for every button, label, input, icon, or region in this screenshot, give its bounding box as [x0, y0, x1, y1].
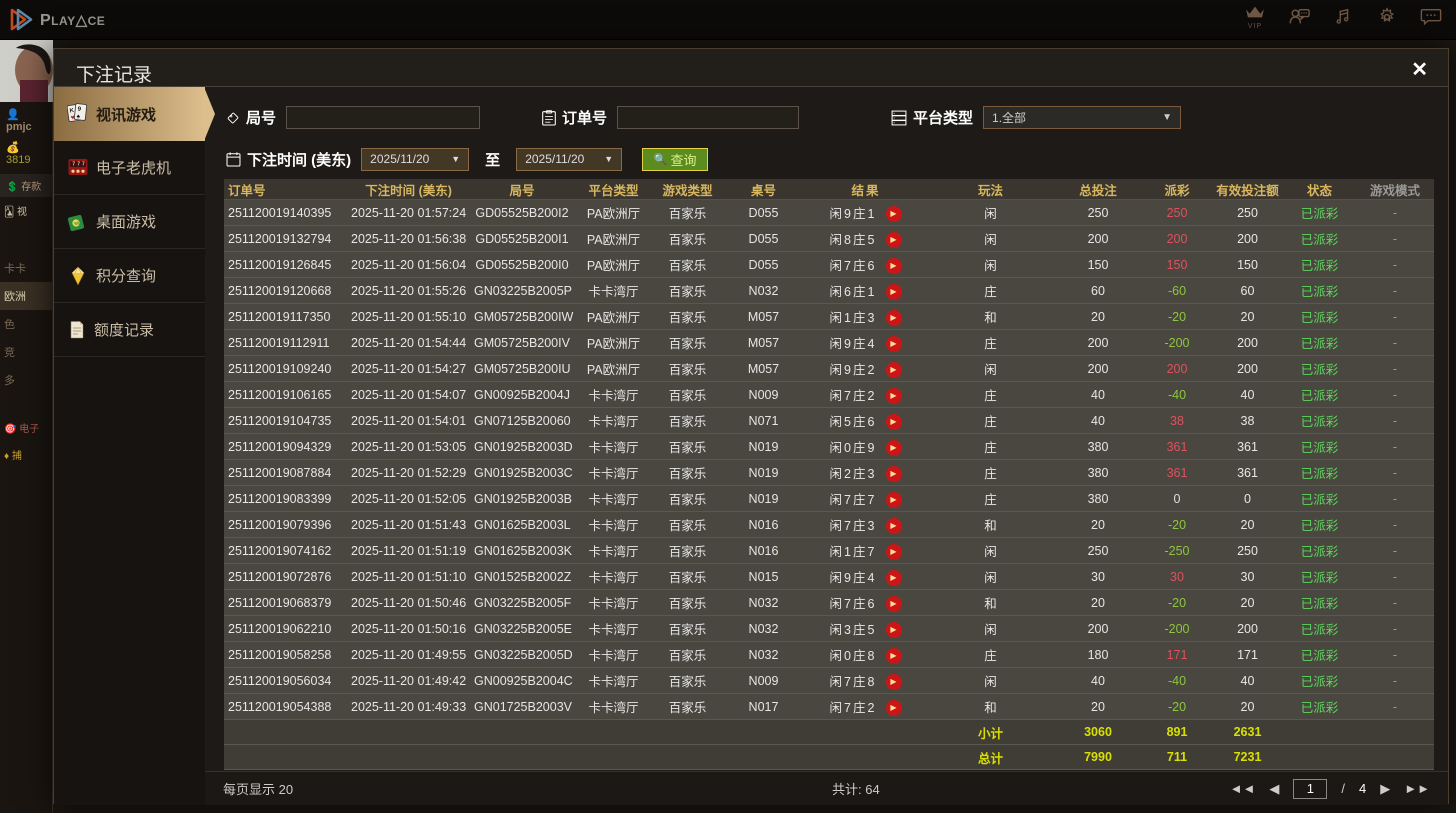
- svg-text:7: 7: [72, 161, 75, 167]
- svg-text:7: 7: [82, 161, 85, 167]
- svg-text:7: 7: [77, 161, 80, 167]
